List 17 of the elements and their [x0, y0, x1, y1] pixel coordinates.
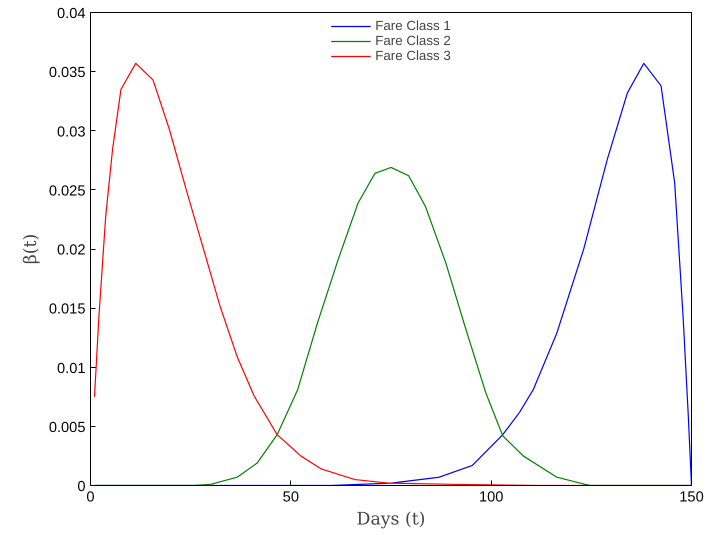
legend-label: Fare Class 3 [375, 48, 451, 63]
y-axis-title: β(t) [20, 234, 41, 264]
x-tick-label: 50 [282, 490, 299, 506]
y-tick-label: 0.01 [56, 360, 86, 377]
y-tick-label: 0.03 [56, 124, 86, 140]
y-tick-label: 0.02 [56, 242, 86, 258]
y-tick-label: 0.005 [48, 420, 86, 436]
y-tick-label: 0.035 [48, 65, 86, 82]
x-tick-label: 100 [478, 490, 504, 506]
x-axis-title: Days (t) [356, 510, 426, 530]
legend-label: Fare Class 2 [375, 33, 451, 48]
y-tick-label: 0.025 [48, 183, 86, 200]
y-tick-label: 0.015 [48, 302, 86, 318]
x-tick-label: 150 [679, 490, 704, 506]
y-tick-label: 0.04 [56, 6, 86, 22]
y-tick-label: 0 [77, 479, 86, 495]
legend-label: Fare Class 1 [375, 18, 451, 33]
